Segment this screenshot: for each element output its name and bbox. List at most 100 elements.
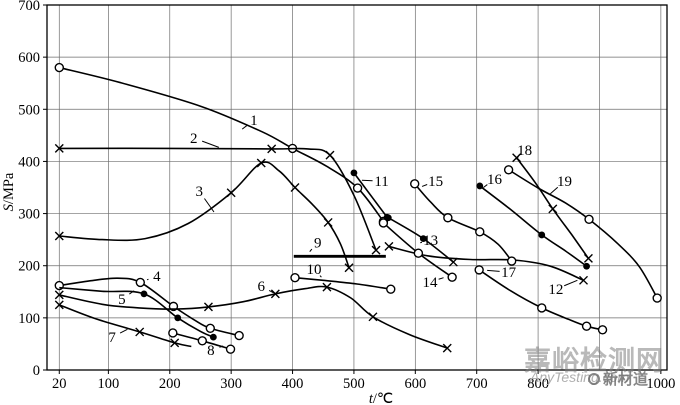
marker-x (448, 257, 458, 267)
x-axis-title: t/℃ (369, 391, 393, 405)
series-line-12 (388, 245, 584, 282)
marker-x (371, 245, 381, 255)
curve-label-leader-19 (550, 186, 559, 195)
series-line-11 (353, 172, 388, 218)
series-15: 15 (410, 174, 517, 266)
marker-x (384, 241, 394, 251)
curve-label-leader-5 (129, 290, 135, 295)
marker-circle-filled (583, 262, 590, 270)
curve-label-16: 16 (487, 172, 503, 188)
marker-x (226, 188, 236, 198)
curve-label-4: 4 (153, 269, 161, 285)
series-line-15 (414, 183, 513, 262)
curve-label-leader-12 (564, 279, 578, 287)
curve-label-17: 17 (501, 265, 517, 281)
marker-x (267, 144, 277, 154)
marker-circle-open (413, 248, 424, 258)
curve-label-leader-10 (319, 275, 322, 278)
series-line-5 (59, 286, 214, 338)
y-tick-300: 300 (18, 207, 40, 223)
curve-label-leader-6 (268, 289, 274, 294)
marker-circle-open (447, 272, 457, 282)
curve-label-leader-1 (241, 125, 248, 130)
marker-x (54, 300, 64, 310)
curve-label-13: 13 (423, 233, 438, 249)
marker-circle-open (168, 328, 178, 338)
y-tick-100: 100 (18, 311, 40, 327)
series-line-3 (59, 161, 350, 269)
curve-label-10: 10 (307, 262, 322, 278)
curve-label-leader-3 (204, 198, 215, 213)
series-13: 13 (384, 214, 458, 267)
x-tick-300: 300 (220, 376, 242, 392)
marker-x (270, 289, 280, 299)
series-19: 19 (503, 165, 662, 303)
curve-label-leader-18 (515, 156, 519, 160)
marker-x (54, 290, 64, 300)
marker-circle-open (378, 218, 389, 228)
curve-label-leader-4 (146, 278, 149, 281)
curve-label-leader-15 (421, 184, 428, 187)
series-10: 10 (290, 262, 396, 294)
series-line-10 (294, 276, 391, 290)
y-tick-labels: 0 100 200 300 400 500 600 700 (18, 0, 40, 379)
marker-circle-open (443, 213, 453, 223)
series-8: 8 (168, 328, 236, 359)
marker-circle-filled (350, 169, 358, 177)
marker-circle-open (234, 330, 244, 341)
marker-circle-open (537, 303, 547, 313)
marker-circle-filled (538, 231, 546, 239)
curve-label-15: 15 (428, 174, 443, 190)
marker-circle-open (410, 179, 420, 189)
marker-x (323, 217, 333, 227)
x-tick-500: 500 (343, 376, 365, 392)
curve-label-2: 2 (190, 131, 198, 147)
tick-marks (43, 4, 662, 374)
y-tick-400: 400 (18, 154, 40, 170)
curve-label-leader-8 (219, 345, 224, 348)
series-17: 17 (474, 265, 608, 335)
curve-label-8: 8 (207, 343, 215, 359)
marker-x (290, 183, 300, 192)
marker-circle-filled (476, 182, 484, 190)
series-4: 4 (54, 269, 244, 341)
series-9: 9 (293, 235, 386, 258)
curve-label-leader-14 (438, 277, 444, 280)
series-12: 12 (384, 241, 589, 298)
x-tick-1000: 1000 (646, 376, 675, 392)
marker-circle-open (475, 227, 485, 237)
marker-x (54, 143, 64, 153)
x-tick-200: 200 (159, 376, 181, 392)
series-2: 2 (54, 131, 381, 255)
series-18: 18 (512, 143, 593, 263)
series-line-16 (479, 185, 588, 267)
marker-circle-open (503, 165, 514, 175)
x-tick-labels: 20 100 200 300 400 500 600 700 800 1000 (52, 376, 675, 392)
marker-circle-open (652, 293, 662, 303)
marker-circle-open (54, 62, 64, 73)
x-tick-800: 800 (527, 376, 549, 392)
plot-frame (46, 4, 668, 371)
marker-circle-open (197, 336, 208, 346)
marker-x (325, 150, 335, 160)
curve-label-leader-7 (119, 328, 128, 334)
marker-x (442, 343, 452, 353)
marker-circle-filled (384, 214, 392, 222)
marker-x (368, 312, 378, 322)
series-11: 11 (350, 169, 391, 221)
curve-label-18: 18 (517, 143, 532, 159)
x-tick-700: 700 (466, 376, 488, 392)
marker-x (203, 302, 213, 312)
marker-x (344, 263, 354, 273)
y-axis-title: S/MPa (1, 172, 17, 211)
y-tick-200: 200 (18, 259, 40, 275)
x-tick-100: 100 (98, 376, 120, 392)
x-tick-400: 400 (282, 376, 304, 392)
marker-x (583, 253, 593, 263)
curve-label-12: 12 (548, 282, 563, 298)
y-tick-500: 500 (18, 102, 40, 118)
curve-label-leader-17 (487, 269, 500, 272)
curve-label-leader-9 (309, 248, 313, 252)
